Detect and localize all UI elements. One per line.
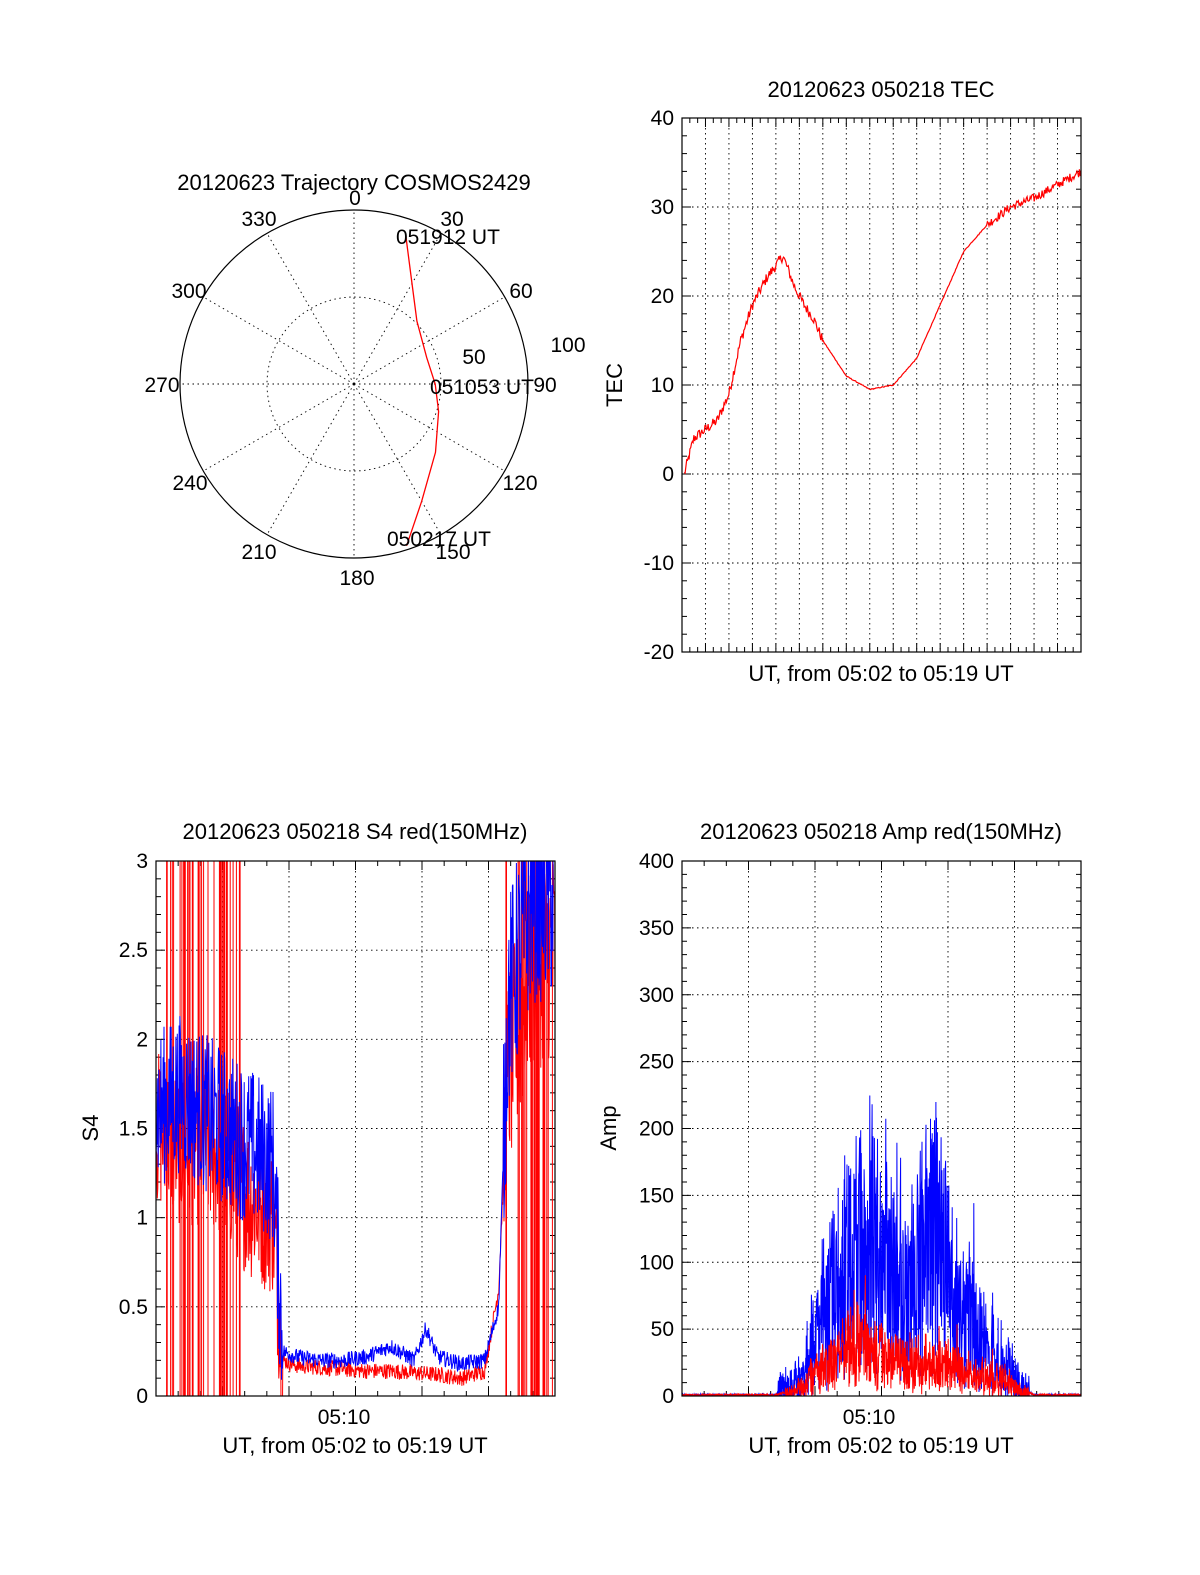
polar-radial-label-50: 50 xyxy=(462,346,485,369)
polar-azimuth-label: 300 xyxy=(171,280,206,303)
s4-x-tick-label: 05:10 xyxy=(318,1406,371,1429)
polar-annotation-start: 050217 UT xyxy=(387,528,491,551)
polar-annotation-end: 051912 UT xyxy=(396,226,500,249)
y-tick-label: 0 xyxy=(136,1385,148,1408)
polar-azimuth-label: 30 xyxy=(440,208,463,231)
polar-azimuth-label: 270 xyxy=(144,374,179,397)
tec-panel: 20120623 050218 TEC -20 -10 0 10 20 30 40 UT, … xyxy=(602,77,1082,686)
y-tick-label: 50 xyxy=(651,1318,674,1341)
amp-frame xyxy=(681,860,1082,1397)
polar-trajectory-panel: 20120623 Trajectory COSMOS2429 0 30 60 90 12… xyxy=(144,170,585,590)
polar-grid-spoke xyxy=(353,296,505,385)
y-tick-label: 350 xyxy=(639,917,674,940)
polar-trajectory-line xyxy=(404,234,440,547)
y-tick-label: 400 xyxy=(639,850,674,873)
tec-grid xyxy=(682,118,1081,652)
polar-azimuth-label: 0 xyxy=(349,187,361,210)
polar-grid-spoke xyxy=(203,383,355,472)
y-tick-label: 300 xyxy=(639,984,674,1007)
polar-azimuth-label: 60 xyxy=(509,280,532,303)
y-tick-label: -20 xyxy=(644,641,674,664)
polar-annotation-mid: 051053 UT xyxy=(430,376,534,399)
amp-xlabel: UT, from 05:02 to 05:19 UT xyxy=(748,1433,1013,1458)
y-tick-label: 40 xyxy=(651,107,674,130)
polar-grid-spoke xyxy=(353,383,442,535)
y-tick-label: 10 xyxy=(651,374,674,397)
amp-title: 20120623 050218 Amp red(150MHz) xyxy=(700,819,1062,844)
polar-grid-spoke xyxy=(203,296,355,385)
y-tick-label: 20 xyxy=(651,285,674,308)
polar-outer-circle xyxy=(179,209,529,559)
y-tick-label: 2.5 xyxy=(119,939,148,962)
s4-frame xyxy=(155,860,556,1397)
tec-ticks xyxy=(681,117,1082,653)
s4-panel: 20120623 050218 S4 red(150MHz) 0 0.5 1 1.5 2… xyxy=(78,819,556,1458)
amp-y-tick-labels: 0 50 100 150 200 250 300 350 400 xyxy=(639,850,674,1408)
polar-azimuth-label: 180 xyxy=(339,567,374,590)
polar-azimuth-label: 330 xyxy=(241,208,276,231)
polar-azimuth-labels: 0 30 60 90 120 150 180 210 240 270 300 330 xyxy=(144,187,556,590)
s4-title: 20120623 050218 S4 red(150MHz) xyxy=(183,819,528,844)
polar-grid-spoke xyxy=(353,383,505,472)
polar-grid-spoke xyxy=(353,233,442,385)
y-tick-label: 2 xyxy=(136,1028,148,1051)
s4-ylabel: S4 xyxy=(78,1115,103,1142)
amp-panel: 20120623 050218 Amp red(150MHz) 0 50 100 15… xyxy=(596,819,1082,1458)
y-tick-label: 250 xyxy=(639,1051,674,1074)
y-tick-label: 200 xyxy=(639,1118,674,1141)
tec-xlabel: UT, from 05:02 to 05:19 UT xyxy=(748,661,1013,686)
tec-frame xyxy=(681,117,1082,653)
polar-grid-spoke xyxy=(266,383,355,535)
polar-grid-spoke xyxy=(266,233,355,385)
y-tick-label: 30 xyxy=(651,196,674,219)
polar-azimuth-label: 90 xyxy=(533,374,556,397)
polar-azimuth-label: 150 xyxy=(435,541,470,564)
tec-title: 20120623 050218 TEC xyxy=(767,77,994,102)
polar-radial-label-100: 100 xyxy=(550,334,585,357)
y-tick-label: 0 xyxy=(662,1385,674,1408)
polar-azimuth-label: 210 xyxy=(241,541,276,564)
s4-grid xyxy=(156,861,555,1396)
amp-ylabel: Amp xyxy=(596,1105,621,1150)
y-tick-label: 1.5 xyxy=(119,1118,148,1141)
tec-y-tick-labels: -20 -10 0 10 20 30 40 xyxy=(644,107,674,664)
y-tick-label: 0.5 xyxy=(119,1296,148,1319)
polar-azimuth-label: 240 xyxy=(172,472,207,495)
tec-series-line xyxy=(683,169,1082,475)
polar-title: 20120623 Trajectory COSMOS2429 xyxy=(177,170,530,195)
y-tick-label: 100 xyxy=(639,1251,674,1274)
amp-x-tick-label: 05:10 xyxy=(843,1406,896,1429)
y-tick-label: -10 xyxy=(644,552,674,575)
polar-grid xyxy=(180,210,528,558)
s4-y-tick-labels: 0 0.5 1 1.5 2 2.5 3 xyxy=(119,850,148,1408)
polar-grid-ring-inner xyxy=(266,296,442,472)
y-tick-label: 1 xyxy=(136,1207,148,1230)
polar-azimuth-label: 120 xyxy=(502,472,537,495)
s4-xlabel: UT, from 05:02 to 05:19 UT xyxy=(222,1433,487,1458)
tec-ylabel: TEC xyxy=(602,363,627,407)
y-tick-label: 0 xyxy=(662,463,674,486)
y-tick-label: 150 xyxy=(639,1184,674,1207)
y-tick-label: 3 xyxy=(136,850,148,873)
s4-blue-series-line xyxy=(156,861,554,1380)
